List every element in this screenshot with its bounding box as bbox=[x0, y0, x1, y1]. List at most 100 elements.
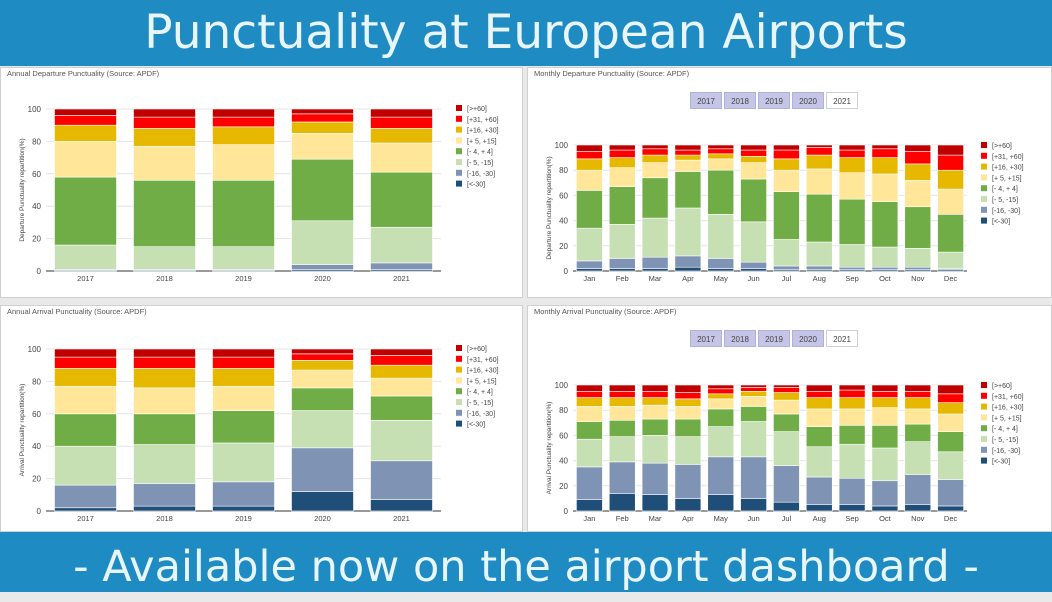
x-tick-label: Jan bbox=[583, 514, 595, 523]
year-tab-2018[interactable]: 2018 bbox=[724, 92, 756, 109]
chart-title: Annual Arrival Punctuality (Source: APDF… bbox=[7, 307, 147, 316]
bar-segment bbox=[707, 153, 735, 160]
bar-segment bbox=[54, 445, 117, 486]
year-tab-2020[interactable]: 2020 bbox=[792, 330, 824, 347]
bar-segment bbox=[608, 461, 636, 494]
legend-label: [+31, +60] bbox=[467, 117, 499, 124]
year-tab-2021[interactable]: 2021 bbox=[826, 330, 858, 347]
legend-swatch bbox=[456, 377, 462, 384]
bar-segment bbox=[740, 156, 767, 163]
x-tick-label: Aug bbox=[813, 274, 826, 283]
bar-segment bbox=[291, 348, 354, 355]
bar-segment bbox=[707, 408, 735, 427]
bar-segment bbox=[674, 464, 702, 499]
bar-segment bbox=[641, 162, 669, 179]
bar-segment bbox=[937, 505, 964, 512]
bar-segment bbox=[740, 221, 767, 263]
bar-segment bbox=[740, 406, 767, 422]
legend-label: [+16, +30] bbox=[467, 128, 499, 135]
bar-segment bbox=[641, 418, 669, 436]
bar-segment bbox=[576, 397, 603, 407]
x-tick-label: 2018 bbox=[156, 274, 173, 283]
x-tick-label: 2020 bbox=[314, 514, 331, 523]
year-tab-2019[interactable]: 2019 bbox=[758, 92, 790, 109]
bar-segment bbox=[608, 258, 636, 269]
bar-segment bbox=[133, 348, 196, 358]
bar-segment bbox=[773, 169, 800, 192]
bar-segment bbox=[576, 151, 603, 160]
year-tab-2021[interactable]: 2021 bbox=[826, 92, 858, 109]
bar-segment bbox=[212, 368, 275, 387]
bar-segment bbox=[291, 369, 354, 389]
bar-segment bbox=[133, 444, 196, 484]
x-tick-label: May bbox=[714, 274, 728, 283]
bar-segment bbox=[740, 268, 767, 272]
bar-segment bbox=[370, 128, 433, 144]
x-tick-label: 2019 bbox=[235, 274, 252, 283]
bar-segment bbox=[871, 148, 899, 158]
year-tab-2018[interactable]: 2018 bbox=[724, 330, 756, 347]
legend-label: [+31, +60] bbox=[467, 357, 499, 364]
bar-segment bbox=[608, 419, 636, 437]
bar-segment bbox=[773, 265, 800, 271]
bar-segment bbox=[871, 173, 899, 203]
bar-segment bbox=[608, 391, 636, 398]
bar-segment bbox=[904, 151, 932, 165]
legend-label: [+31, +60] bbox=[992, 394, 1024, 401]
bar-segment bbox=[740, 421, 767, 458]
bar-segment bbox=[740, 456, 767, 499]
bar-segment bbox=[805, 397, 833, 410]
bar-segment bbox=[576, 406, 603, 422]
bar-segment bbox=[904, 179, 932, 208]
legend-swatch bbox=[456, 126, 462, 133]
bar-segment bbox=[212, 246, 275, 270]
bar-segment bbox=[871, 201, 899, 248]
bar-segment bbox=[212, 108, 275, 118]
y-tick-label: 0 bbox=[564, 507, 569, 516]
bar-segment bbox=[212, 385, 275, 411]
bar-segment bbox=[608, 186, 636, 225]
bar-segment bbox=[641, 177, 669, 219]
bar-segment bbox=[291, 387, 354, 411]
bar-segment bbox=[370, 262, 433, 270]
year-tab-2017[interactable]: 2017 bbox=[690, 92, 722, 109]
bar-segment bbox=[707, 398, 735, 410]
year-tab-2017[interactable]: 2017 bbox=[690, 330, 722, 347]
bar-segment bbox=[54, 484, 117, 509]
legend-swatch bbox=[981, 436, 987, 442]
bar-segment bbox=[773, 413, 800, 432]
bar-segment bbox=[937, 479, 964, 507]
bar-segment bbox=[805, 426, 833, 448]
bar-segment bbox=[212, 356, 275, 369]
y-tick-label: 80 bbox=[559, 166, 568, 175]
bar-segment bbox=[291, 410, 354, 449]
legend-swatch bbox=[981, 217, 987, 224]
bar-segment bbox=[871, 407, 899, 426]
bar-segment bbox=[641, 494, 669, 512]
legend-swatch bbox=[981, 152, 987, 159]
legend-swatch bbox=[456, 115, 462, 122]
bar-segment bbox=[937, 451, 964, 480]
bar-segment bbox=[904, 474, 932, 506]
bar-segment bbox=[904, 423, 932, 442]
bar-segment bbox=[838, 384, 866, 391]
annual-arrival-chart: 0 20 40 60 80 100 Arrival Punctuality repartit… bbox=[19, 345, 499, 523]
panel-monthly-arrival: Monthly Arrival Punctuality (Source: APD… bbox=[527, 305, 1052, 532]
legend-swatch bbox=[981, 382, 987, 388]
panel-annual-arrival: Annual Arrival Punctuality (Source: APDF… bbox=[0, 305, 523, 532]
bar-segment bbox=[838, 477, 866, 506]
bar-segment bbox=[291, 264, 354, 270]
bar-segment bbox=[641, 435, 669, 464]
bar-segment bbox=[740, 387, 767, 392]
bar-segment bbox=[54, 368, 117, 387]
legend-label: [- 5, -15] bbox=[992, 197, 1018, 204]
x-tick-label: Apr bbox=[682, 274, 694, 283]
year-tab-2019[interactable]: 2019 bbox=[758, 330, 790, 347]
bar-segment bbox=[291, 360, 354, 371]
bar-segment bbox=[805, 144, 833, 148]
bar-segment bbox=[674, 159, 702, 172]
bar-segment bbox=[641, 256, 669, 269]
bar-segment bbox=[707, 258, 735, 269]
year-tab-2020[interactable]: 2020 bbox=[792, 92, 824, 109]
bar-segment bbox=[641, 144, 669, 150]
